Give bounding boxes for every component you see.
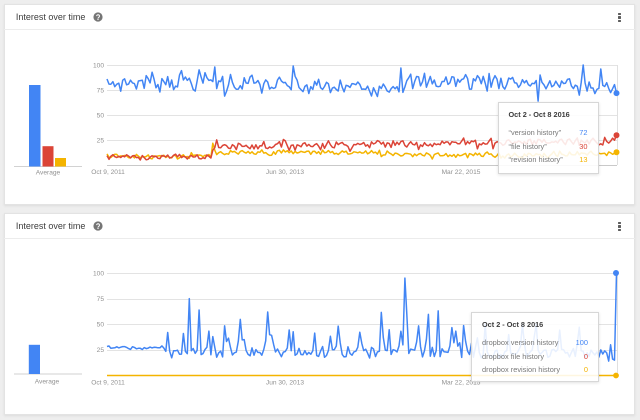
- svg-text:100: 100: [93, 270, 104, 277]
- svg-text:75: 75: [97, 296, 105, 303]
- svg-text:25: 25: [97, 137, 105, 144]
- svg-text:Average: Average: [36, 170, 61, 177]
- svg-text:50: 50: [97, 112, 105, 119]
- svg-text:Oct 9, 2011: Oct 9, 2011: [91, 169, 125, 176]
- svg-text:Average: Average: [35, 379, 60, 386]
- svg-text:Mar 22, 2015: Mar 22, 2015: [442, 169, 481, 176]
- svg-text:25: 25: [97, 347, 105, 354]
- svg-text:50: 50: [97, 322, 105, 329]
- svg-text:100: 100: [93, 62, 104, 69]
- svg-text:Jun 30, 2013: Jun 30, 2013: [266, 169, 304, 176]
- svg-text:Mar 22, 2015: Mar 22, 2015: [442, 380, 481, 387]
- svg-text:Oct 9, 2011: Oct 9, 2011: [91, 380, 125, 387]
- svg-text:75: 75: [97, 87, 105, 94]
- svg-text:Jun 30, 2013: Jun 30, 2013: [266, 380, 304, 387]
